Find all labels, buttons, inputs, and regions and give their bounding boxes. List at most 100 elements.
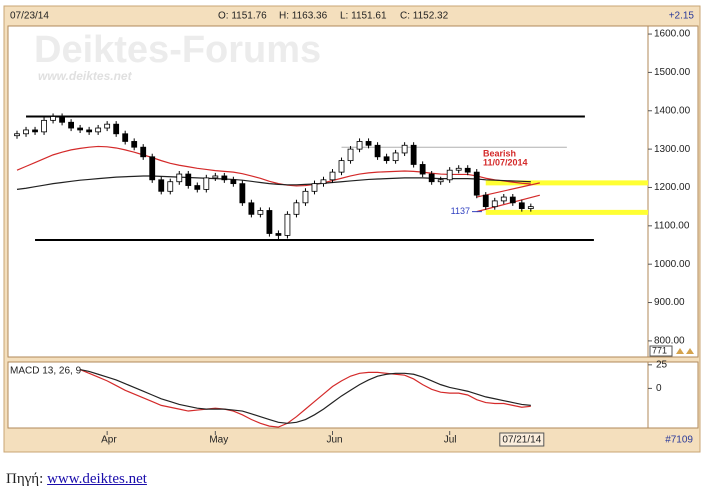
candle-body — [113, 123, 120, 135]
candle-body — [23, 129, 29, 135]
candle-body — [230, 179, 237, 185]
candle-body — [266, 210, 273, 234]
x-tick-label: Jul — [444, 435, 457, 446]
candle-body — [32, 129, 38, 133]
y-tick-label: 1000.00 — [654, 259, 691, 270]
candle-body — [311, 183, 318, 192]
candle-body — [140, 146, 147, 158]
candle-body — [527, 206, 534, 209]
cursor-box — [499, 432, 545, 447]
low-label: 1137 — [451, 206, 470, 216]
candle-body — [365, 141, 372, 146]
macd-title: MACD 13, 26, 9 — [10, 366, 82, 377]
footer-id: #7109 — [665, 435, 693, 446]
candle-body — [320, 179, 327, 185]
candle-body — [347, 148, 354, 162]
moving-average — [16, 175, 531, 190]
candle-body — [212, 175, 219, 179]
watermark-url: www.deiktes.net — [38, 69, 133, 83]
y-tick-label: 1500.00 — [654, 67, 691, 78]
candle-body — [59, 116, 65, 123]
header-change: +2.15 — [669, 11, 695, 22]
candle-body — [86, 129, 93, 133]
candle-body — [248, 202, 255, 215]
candle-body — [338, 160, 345, 173]
candle-body — [194, 185, 201, 190]
candle-body — [167, 181, 174, 192]
candle-body — [302, 190, 309, 204]
candle-body — [392, 152, 399, 162]
candle-body — [293, 202, 300, 215]
caption-link[interactable]: www.deiktes.net — [47, 471, 147, 487]
candle-body — [149, 156, 156, 181]
y-tick-label: 800.00 — [654, 336, 685, 347]
cursor-label: 07/21/14 — [502, 435, 541, 446]
candle-body — [329, 171, 336, 181]
candle-body — [95, 127, 102, 133]
y-tick-label: 1100.00 — [654, 220, 690, 231]
candle-body — [401, 144, 408, 154]
x-tick-label: Apr — [101, 435, 117, 446]
last-label: 771 — [652, 345, 667, 355]
y-tick-label: 900.00 — [654, 297, 685, 308]
x-tick-label: May — [209, 435, 228, 446]
header-open: O: 1151.76 — [218, 11, 267, 22]
candle-body — [221, 175, 228, 181]
candle-body — [437, 179, 444, 183]
header-high: H: 1163.36 — [279, 11, 328, 22]
caption: Πηγή: www.deiktes.net — [6, 471, 147, 488]
axis-icons — [676, 348, 694, 354]
price-axis-panel — [647, 25, 699, 358]
y-tick-label: 1300.00 — [654, 144, 691, 155]
macd-line — [79, 368, 531, 424]
x-tick-label: Jun — [327, 435, 343, 446]
candle-body — [239, 183, 246, 204]
annotation-date: 11/07/2014 — [483, 157, 528, 167]
macd-panel — [7, 361, 649, 429]
macd-axis-panel — [647, 361, 699, 429]
caption-label: Πηγή: — [6, 471, 44, 487]
candle-body — [131, 141, 138, 148]
candle-body — [464, 167, 471, 173]
candle-body — [356, 141, 363, 150]
candle-body — [257, 210, 264, 215]
moving-average — [16, 145, 531, 187]
header-low: L: 1151.61 — [340, 11, 387, 22]
trend-line — [476, 182, 540, 198]
y-tick-label: 25 — [656, 359, 668, 370]
candle-body — [41, 119, 47, 133]
candle-body — [518, 202, 525, 209]
candle-body — [473, 171, 480, 196]
y-tick-label: 1600.00 — [654, 29, 691, 40]
macd-line — [79, 368, 531, 428]
watermark-title: Deiktes-Forums — [34, 29, 321, 71]
candle-body — [284, 213, 291, 236]
candle-body — [176, 173, 183, 183]
candle-body — [374, 144, 381, 158]
candle-body — [158, 179, 165, 192]
candle-body — [77, 127, 84, 131]
candle-body — [185, 173, 192, 186]
y-tick-label: 0 — [656, 383, 662, 394]
header-date: 07/23/14 — [10, 11, 49, 22]
candle-body — [482, 194, 489, 208]
chart: 07/23/14 O: 1151.76 H: 1163.36 L: 1151.6… — [3, 5, 701, 453]
header-close: C: 1152.32 — [400, 11, 449, 22]
candle-body — [104, 123, 111, 129]
candle-body — [509, 196, 516, 204]
candle-body — [455, 167, 462, 171]
trend-line — [476, 194, 540, 213]
candle-body — [14, 133, 20, 137]
y-tick-label: 1400.00 — [654, 105, 691, 116]
candle-body — [491, 200, 498, 208]
candle-body — [203, 177, 210, 190]
last-label-box — [649, 345, 673, 357]
candle-body — [383, 156, 390, 162]
annotation-title: Bearish — [483, 148, 516, 158]
candle-body — [122, 133, 129, 142]
price-panel — [7, 25, 649, 358]
candle-body — [446, 169, 453, 181]
y-tick-label: 1200.00 — [654, 182, 691, 193]
candle-body — [410, 144, 417, 165]
